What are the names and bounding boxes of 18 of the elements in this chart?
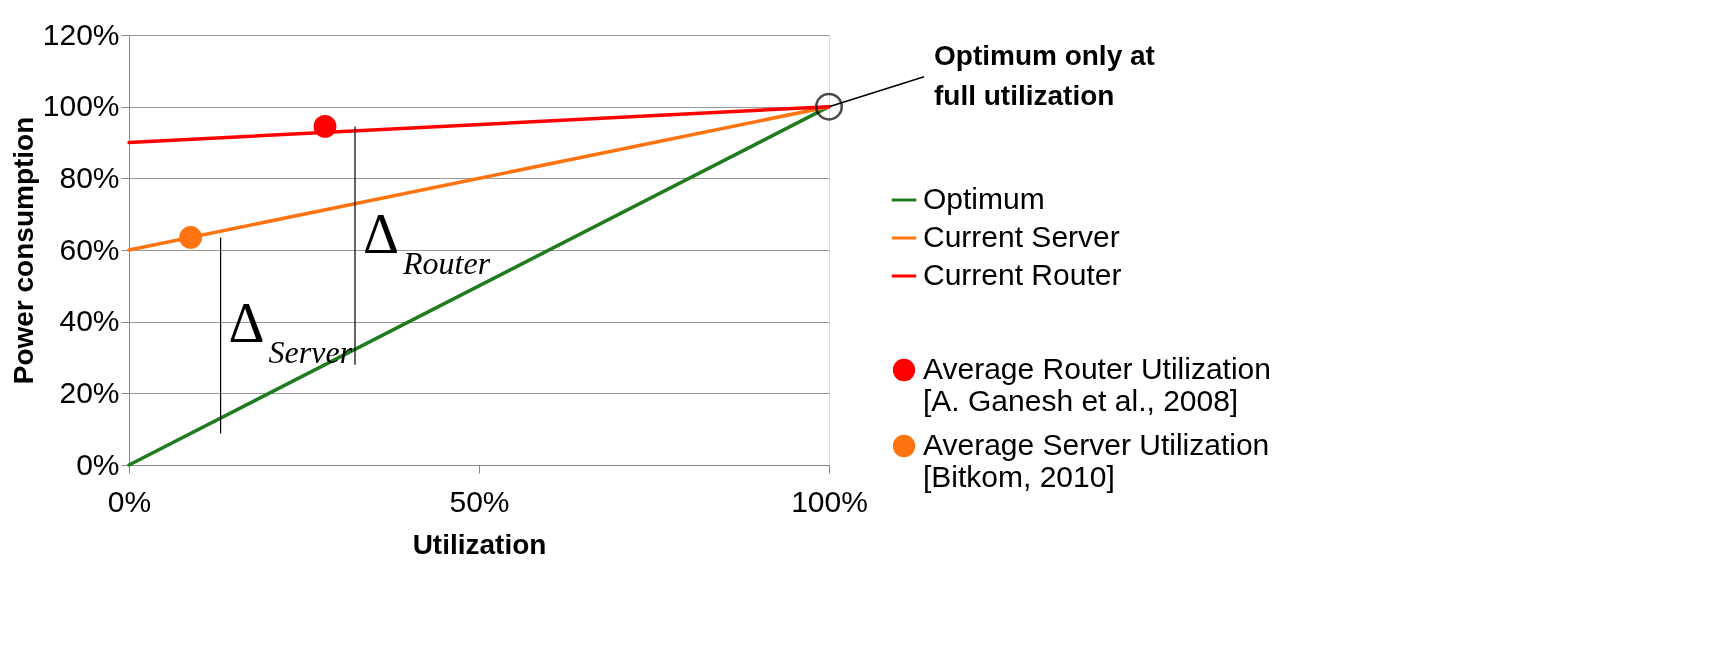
legend-label: Current Server <box>923 220 1120 253</box>
x-tick-label: 50% <box>449 484 510 518</box>
y-tick-label: 60% <box>59 232 120 266</box>
legend-label: Current Router <box>923 258 1122 291</box>
y-axis-title: Power consumption <box>7 116 39 385</box>
y-tick-label: 0% <box>76 447 120 481</box>
legend-label: Optimum <box>923 182 1045 215</box>
y-tick-label: 40% <box>59 304 120 338</box>
legend-label: Average Server Utilization [Bitkom, 2010] <box>923 428 1270 493</box>
y-tick-label: 80% <box>59 160 120 194</box>
y-tick-label: 20% <box>59 375 120 409</box>
x-axis-title: Utilization <box>412 528 547 560</box>
y-tick-label: 100% <box>42 89 120 123</box>
y-tick-label: 120% <box>42 17 120 51</box>
x-tick-label: 100% <box>791 484 868 518</box>
annotation: Optimum only at full utilization <box>934 39 1155 111</box>
legend-label: Average Router Utilization [A. Ganesh et al., 2008] <box>923 352 1271 417</box>
x-tick-label: 0% <box>107 484 152 518</box>
